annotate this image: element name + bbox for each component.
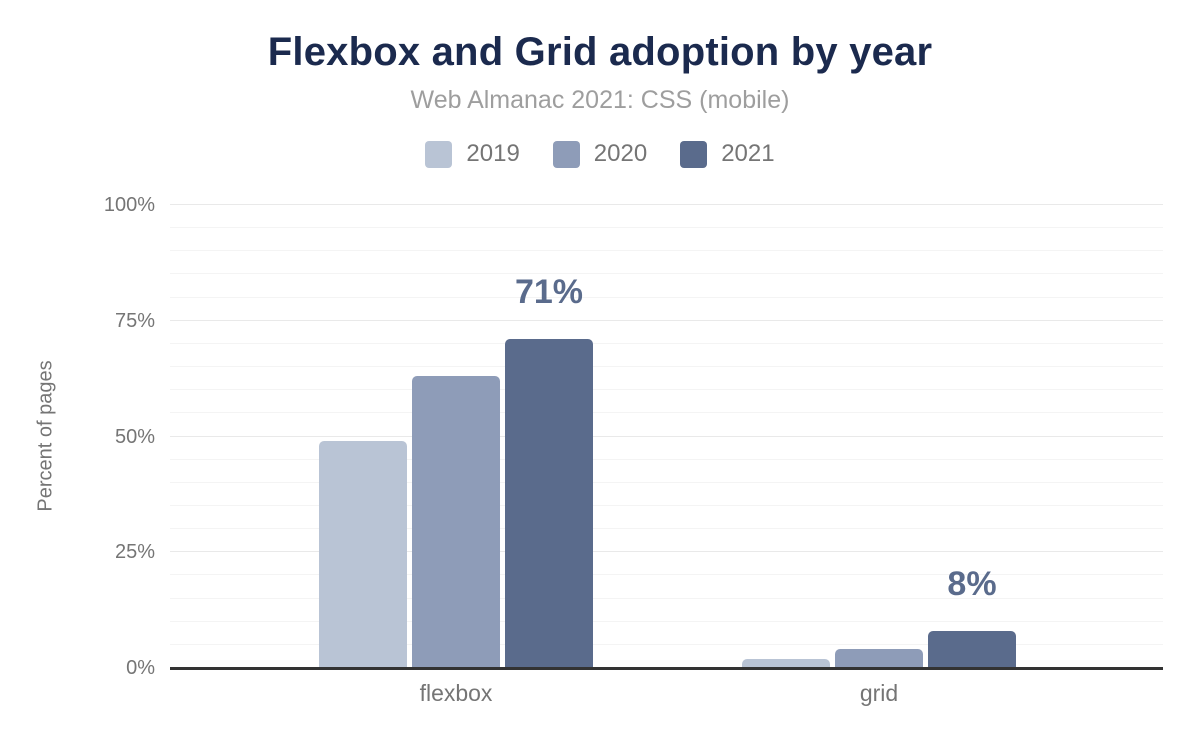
ytick-0: 0% <box>126 657 155 679</box>
gridline-15 <box>170 597 1163 599</box>
gridline-20 <box>170 574 1163 576</box>
gridline-80 <box>170 296 1163 298</box>
plot-area: 0% 25% 50% 75% 100% flexbox 71% grid 8% <box>104 194 1163 706</box>
ytick-50: 50% <box>114 425 155 448</box>
chart-title: Flexbox and Grid adoption by year <box>267 30 933 74</box>
gridline-10 <box>170 620 1163 622</box>
gridline-45 <box>170 458 1163 460</box>
gridline-90 <box>170 250 1163 252</box>
bar-grid-2019[interactable] <box>742 658 830 668</box>
gridline-55 <box>170 412 1163 414</box>
gridline-50 <box>170 435 1163 437</box>
gridline-35 <box>170 504 1163 506</box>
bar-grid-2020[interactable] <box>835 649 923 668</box>
bar-grid-2021[interactable] <box>928 630 1016 668</box>
xlabel-grid: grid <box>859 680 899 706</box>
legend-item-2020: 2020 <box>552 140 648 168</box>
ytick-75: 75% <box>114 309 155 332</box>
gridline-70 <box>170 342 1163 344</box>
legend-label-2019: 2019 <box>466 140 520 167</box>
value-label-flexbox-2021: 71% <box>514 273 584 312</box>
gridline-30 <box>170 528 1163 530</box>
gridline-65 <box>170 366 1163 368</box>
xlabel-flexbox: flexbox <box>419 680 493 706</box>
gridline-85 <box>170 273 1163 275</box>
gridline-40 <box>170 481 1163 483</box>
legend-swatch-2020 <box>552 140 580 168</box>
ytick-100: 100% <box>103 194 155 216</box>
legend-item-2021: 2021 <box>680 140 775 168</box>
value-label-grid-2021: 8% <box>947 564 997 603</box>
gridline-5 <box>170 643 1163 645</box>
x-axis-line <box>170 667 1163 670</box>
bar-flexbox-2021[interactable] <box>505 339 593 668</box>
gridline-25 <box>170 551 1163 553</box>
gridline-75 <box>170 319 1163 321</box>
legend-label-2021: 2021 <box>721 140 775 167</box>
legend-swatch-2021 <box>680 140 708 168</box>
ytick-25: 25% <box>114 541 155 564</box>
legend: 2019 2020 2021 <box>0 140 1200 168</box>
legend-swatch-2019 <box>425 140 453 168</box>
bar-group-grid <box>742 205 1016 668</box>
bar-group-flexbox <box>319 205 593 668</box>
legend-label-2020: 2020 <box>593 140 648 167</box>
bar-flexbox-2020[interactable] <box>412 376 500 668</box>
chart-subtitle: Web Almanac 2021: CSS (mobile) <box>410 86 790 114</box>
legend-item-2019: 2019 <box>425 140 520 168</box>
gridline-60 <box>170 389 1163 391</box>
gridline-95 <box>170 227 1163 229</box>
gridline-100 <box>170 204 1163 205</box>
bar-flexbox-2019[interactable] <box>319 441 407 668</box>
